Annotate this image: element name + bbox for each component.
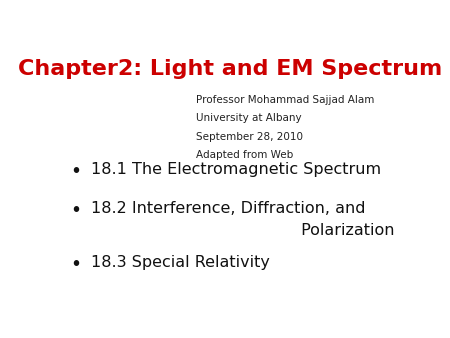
Text: 18.2 Interference, Diffraction, and: 18.2 Interference, Diffraction, and [91,201,365,216]
Text: •: • [70,162,81,180]
Text: Chapter2: Light and EM Spectrum: Chapter2: Light and EM Spectrum [18,59,443,79]
Text: •: • [70,255,81,274]
Text: Professor Mohammad Sajjad Alam: Professor Mohammad Sajjad Alam [196,95,374,105]
Text: University at Albany: University at Albany [196,114,302,123]
Text: Adapted from Web: Adapted from Web [196,150,293,160]
Text: 18.1 The Electromagnetic Spectrum: 18.1 The Electromagnetic Spectrum [91,162,381,176]
Text: September 28, 2010: September 28, 2010 [196,132,303,142]
Text: •: • [70,201,81,220]
Text: 18.3 Special Relativity: 18.3 Special Relativity [91,255,270,270]
Text: Polarization: Polarization [91,223,395,238]
